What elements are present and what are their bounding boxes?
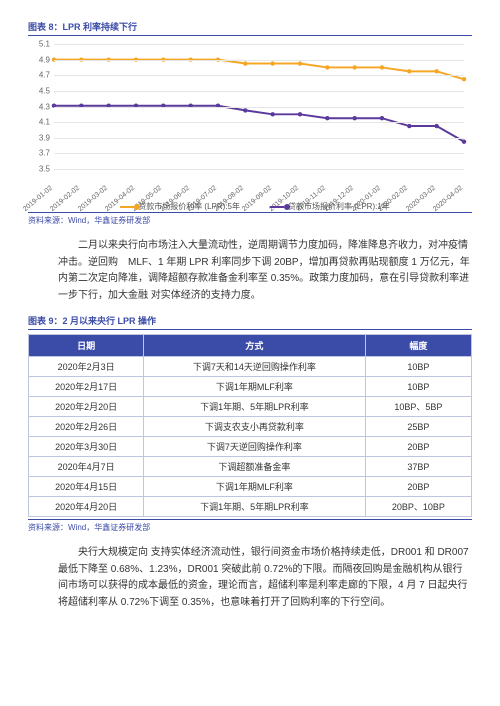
legend-swatch	[270, 206, 284, 208]
table-cell: 10BP	[365, 377, 471, 397]
fig9-source: 资料来源：Wind，华鑫证券研发部	[28, 519, 472, 533]
table-cell: 20BP	[365, 437, 471, 457]
table-cell: 下调7天和14天逆回购操作利率	[144, 357, 366, 377]
y-tick-label: 4.3	[30, 102, 50, 111]
table-cell: 37BP	[365, 457, 471, 477]
gridline	[54, 138, 464, 139]
legend-swatch	[120, 206, 134, 208]
table-cell: 下调超额准备金率	[144, 457, 366, 477]
table-cell: 2020年2月3日	[29, 357, 144, 377]
table-cell: 2020年2月26日	[29, 417, 144, 437]
paragraph-2: 央行大规模定向 支持实体经济流动性，银行间资金市场价格持续走低，DR001 和 …	[58, 545, 472, 611]
y-tick-label: 4.7	[30, 71, 50, 80]
table-header: 日期	[29, 335, 144, 357]
legend-item: 贷款市场报价利率 (LPR):5年	[110, 202, 240, 211]
gridline	[54, 91, 464, 92]
table-cell: 20BP	[365, 477, 471, 497]
table-cell: 10BP	[365, 357, 471, 377]
table-header: 幅度	[365, 335, 471, 357]
table-row: 2020年2月17日下调1年期MLF利率10BP	[29, 377, 472, 397]
table-cell: 下调7天逆回购操作利率	[144, 437, 366, 457]
table-cell: 10BP、5BP	[365, 397, 471, 417]
y-tick-label: 4.1	[30, 118, 50, 127]
table-cell: 下调1年期MLF利率	[144, 377, 366, 397]
gridline	[54, 122, 464, 123]
table-cell: 2020年4月7日	[29, 457, 144, 477]
table-row: 2020年4月15日下调1年期MLF利率20BP	[29, 477, 472, 497]
table-header: 方式	[144, 335, 366, 357]
table-cell: 下调1年期、5年期LPR利率	[144, 497, 366, 517]
table-cell: 2020年2月17日	[29, 377, 144, 397]
table-row: 2020年2月20日下调1年期、5年期LPR利率10BP、5BP	[29, 397, 472, 417]
fig9-title: 图表 9：2 月以来央行 LPR 操作	[28, 314, 472, 330]
paragraph-1: 二月以来央行向市场注入大量流动性，逆周期调节力度加码，降准降息齐收力，对冲疫情冲…	[58, 238, 472, 304]
table-row: 2020年2月3日下调7天和14天逆回购操作利率10BP	[29, 357, 472, 377]
y-tick-label: 3.5	[30, 165, 50, 174]
y-tick-label: 3.7	[30, 149, 50, 158]
table-cell: 2020年4月20日	[29, 497, 144, 517]
table-cell: 20BP、10BP	[365, 497, 471, 517]
gridline	[54, 153, 464, 154]
table-cell: 下调1年期MLF利率	[144, 477, 366, 497]
y-tick-label: 4.5	[30, 86, 50, 95]
gridline	[54, 60, 464, 61]
table-row: 2020年3月30日下调7天逆回购操作利率20BP	[29, 437, 472, 457]
fig8-title: 图表 8：LPR 利率持续下行	[28, 20, 472, 36]
table-cell: 2020年2月20日	[29, 397, 144, 417]
y-tick-label: 5.1	[30, 40, 50, 49]
y-tick-label: 3.9	[30, 133, 50, 142]
table-cell: 25BP	[365, 417, 471, 437]
table-cell: 2020年4月15日	[29, 477, 144, 497]
lpr-table: 日期方式幅度 2020年2月3日下调7天和14天逆回购操作利率10BP2020年…	[28, 334, 472, 517]
fig8-source: 资料来源：Wind，华鑫证券研发部	[28, 212, 472, 226]
legend-item: 贷款市场报价利率 (LPR):1年	[260, 202, 390, 211]
gridline	[54, 44, 464, 45]
fig8-chart: 3.53.73.94.14.34.54.74.95.1 2019-01-0220…	[28, 40, 472, 210]
table-row: 2020年4月20日下调1年期、5年期LPR利率20BP、10BP	[29, 497, 472, 517]
table-row: 2020年2月26日下调支农支小再贷款利率25BP	[29, 417, 472, 437]
y-tick-label: 4.9	[30, 55, 50, 64]
table-cell: 下调1年期、5年期LPR利率	[144, 397, 366, 417]
table-cell: 下调支农支小再贷款利率	[144, 417, 366, 437]
table-cell: 2020年3月30日	[29, 437, 144, 457]
table-row: 2020年4月7日下调超额准备金率37BP	[29, 457, 472, 477]
gridline	[54, 107, 464, 108]
gridline	[54, 75, 464, 76]
chart-legend: 贷款市场报价利率 (LPR):5年 贷款市场报价利率 (LPR):1年	[28, 201, 472, 212]
gridline	[54, 169, 464, 170]
